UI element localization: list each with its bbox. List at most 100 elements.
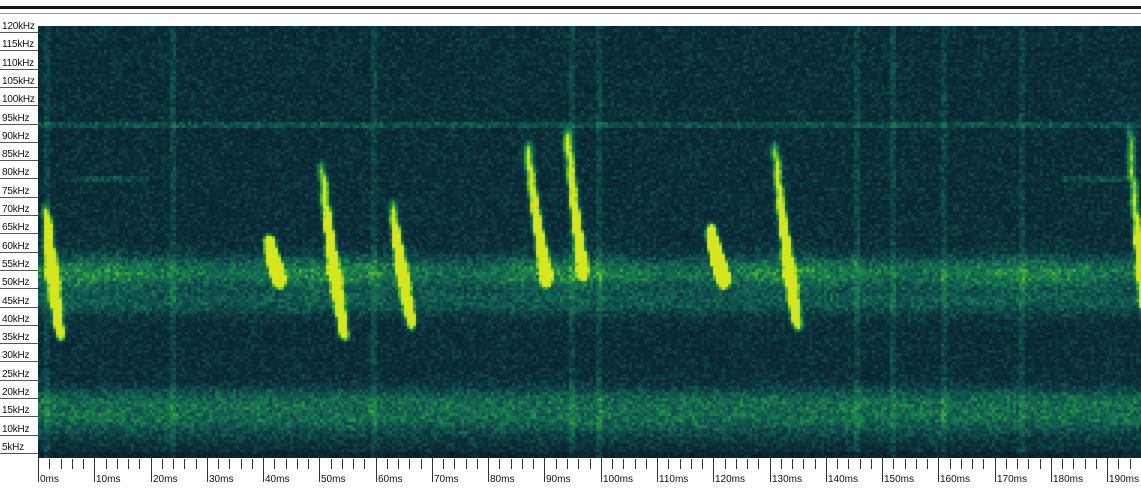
time-tick-minor (1006, 459, 1007, 469)
freq-label: 60kHz (2, 240, 30, 252)
time-label: 20ms (153, 474, 178, 485)
time-tick-major (1107, 458, 1108, 482)
freq-tick (0, 398, 38, 400)
freq-tick (0, 32, 38, 33)
time-tick-minor (162, 459, 163, 469)
freq-label: 70kHz (2, 204, 30, 216)
time-tick-minor (612, 459, 613, 469)
top-border-thin (0, 13, 1141, 14)
freq-tick (0, 361, 38, 363)
time-tick-major (544, 458, 545, 482)
time-tick-minor (578, 459, 579, 469)
time-tick-minor (950, 459, 951, 469)
time-tick-minor (668, 459, 669, 469)
time-label: 30ms (209, 474, 234, 485)
time-tick-minor (511, 459, 512, 469)
freq-label: 20kHz (2, 387, 30, 399)
time-tick-minor (443, 459, 444, 469)
time-tick-minor (454, 459, 455, 469)
freq-label: 115kHz (2, 39, 34, 51)
time-tick-minor (837, 459, 838, 469)
freq-tick (0, 434, 38, 436)
freq-label: 95kHz (2, 112, 30, 124)
time-label: 120ms (715, 474, 746, 485)
freq-label: 80kHz (2, 167, 30, 179)
freq-label: 55kHz (2, 258, 30, 270)
time-tick-major (882, 458, 883, 482)
freq-tick (0, 50, 38, 52)
freq-tick (0, 453, 38, 455)
time-tick-minor (229, 459, 230, 469)
time-label: 110ms (659, 474, 689, 485)
time-tick-minor (184, 459, 185, 469)
freq-label: 85kHz (2, 149, 30, 161)
time-tick-minor (1085, 459, 1086, 469)
time-label: 80ms (490, 474, 515, 485)
time-axis: 0ms 10ms 20ms 30ms 40ms 50ms 60ms 70ms 80ms 90ms 1… (38, 458, 1141, 489)
time-tick-minor (297, 459, 298, 469)
time-label: 40ms (265, 474, 290, 485)
time-tick-major (94, 458, 95, 482)
time-tick-minor (905, 459, 906, 469)
time-tick-minor (691, 459, 692, 469)
time-tick-minor (522, 459, 523, 469)
freq-tick (0, 123, 38, 125)
time-tick-minor (331, 459, 332, 469)
freq-label: 65kHz (2, 222, 30, 234)
time-tick-minor (274, 459, 275, 469)
time-tick-minor (117, 459, 118, 469)
time-tick-minor (173, 459, 174, 469)
freq-tick (0, 324, 38, 326)
time-tick-minor (792, 459, 793, 469)
time-tick-major (263, 458, 264, 482)
time-tick-minor (49, 459, 50, 469)
time-tick-minor (725, 459, 726, 469)
time-label: 70ms (434, 474, 459, 485)
frequency-axis: 120kHz 115kHz 110kHz 105kHz 100kHz 95kHz 90kHz… (0, 22, 38, 458)
time-tick-major (432, 458, 433, 482)
time-label: 140ms (828, 474, 859, 485)
time-tick-minor (342, 459, 343, 469)
time-tick-minor (106, 459, 107, 469)
time-tick-minor (533, 459, 534, 469)
freq-label: 50kHz (2, 277, 30, 289)
time-tick-minor (646, 459, 647, 469)
freq-label: 120kHz (2, 21, 35, 32)
time-tick-major (151, 458, 152, 482)
time-tick-minor (499, 459, 500, 469)
time-tick-major (770, 458, 771, 482)
time-tick-minor (567, 459, 568, 469)
time-tick-minor (635, 459, 636, 469)
time-tick-minor (1096, 459, 1097, 469)
time-tick-minor (972, 459, 973, 469)
time-tick-minor (871, 459, 872, 469)
freq-label: 100kHz (2, 94, 35, 106)
time-tick-minor (1062, 459, 1063, 469)
time-tick-minor (1040, 459, 1041, 469)
time-tick-minor (747, 459, 748, 469)
time-tick-major (995, 458, 996, 482)
freq-label: 75kHz (2, 185, 30, 197)
freq-tick (0, 416, 38, 418)
time-label: 150ms (884, 474, 915, 485)
time-tick-minor (803, 459, 804, 469)
freq-label: 15kHz (2, 405, 30, 417)
time-tick-major (207, 458, 208, 482)
time-tick-minor (680, 459, 681, 469)
time-label: 10ms (96, 474, 121, 485)
freq-label: 90kHz (2, 130, 30, 142)
time-tick-minor (961, 459, 962, 469)
time-tick-major (657, 458, 658, 482)
time-label: 190ms (1109, 474, 1140, 485)
time-tick-minor (421, 459, 422, 469)
freq-label: 110kHz (2, 57, 34, 69)
spectrogram-view[interactable] (38, 26, 1141, 458)
time-tick-minor (308, 459, 309, 469)
freq-tick (0, 105, 38, 107)
time-tick-minor (1118, 459, 1119, 469)
time-tick-minor (702, 459, 703, 469)
time-tick-major (38, 458, 39, 482)
freq-label: 5kHz (2, 442, 24, 454)
time-tick-major (488, 458, 489, 482)
time-tick-minor (736, 459, 737, 469)
